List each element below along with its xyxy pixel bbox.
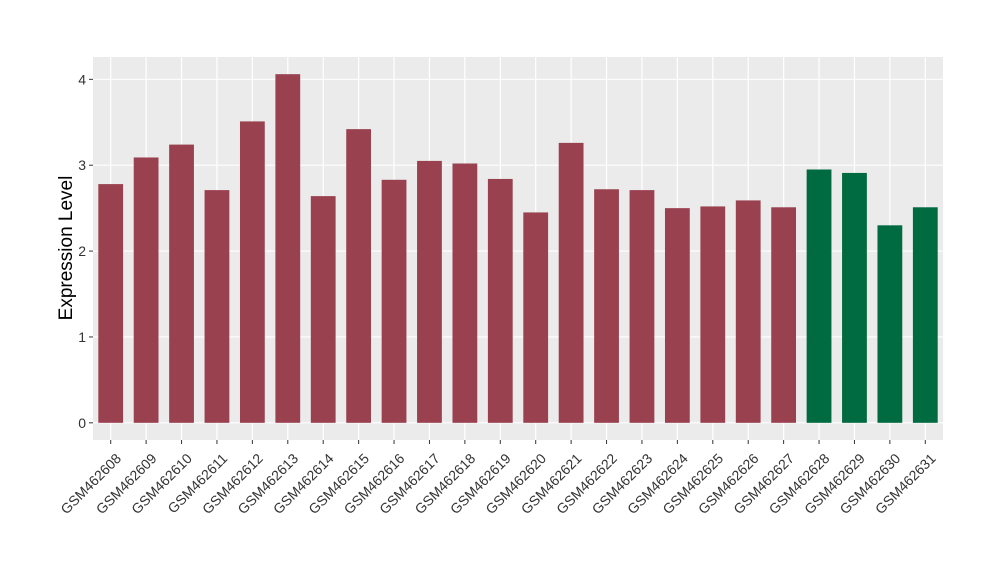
- y-tick-label: 4: [78, 71, 86, 87]
- bar: [381, 179, 407, 423]
- bar: [735, 200, 761, 423]
- bar: [594, 189, 619, 423]
- bar: [133, 157, 159, 423]
- y-tick-label: 0: [78, 415, 86, 431]
- bar: [239, 121, 265, 423]
- bar: [629, 190, 655, 423]
- bar: [842, 172, 867, 423]
- bar: [346, 129, 372, 423]
- bar: [275, 74, 301, 423]
- bar: [771, 207, 797, 423]
- bar: [310, 196, 336, 423]
- bar: [700, 206, 726, 423]
- bar: [806, 169, 832, 423]
- bar: [664, 208, 690, 423]
- bar: [204, 190, 230, 423]
- y-tick-label: 2: [78, 243, 86, 259]
- y-tick-label: 1: [78, 329, 86, 345]
- bar: [169, 144, 194, 423]
- bar: [558, 142, 584, 423]
- bar: [487, 178, 513, 423]
- bar: [877, 225, 903, 423]
- y-tick-label: 3: [78, 157, 86, 173]
- bar: [98, 184, 124, 423]
- bar: [417, 160, 442, 423]
- bar: [452, 163, 478, 423]
- plot-panel: [93, 57, 943, 440]
- y-axis-label: Expression Level: [56, 176, 77, 321]
- bar: [523, 212, 549, 423]
- bar: [912, 207, 938, 423]
